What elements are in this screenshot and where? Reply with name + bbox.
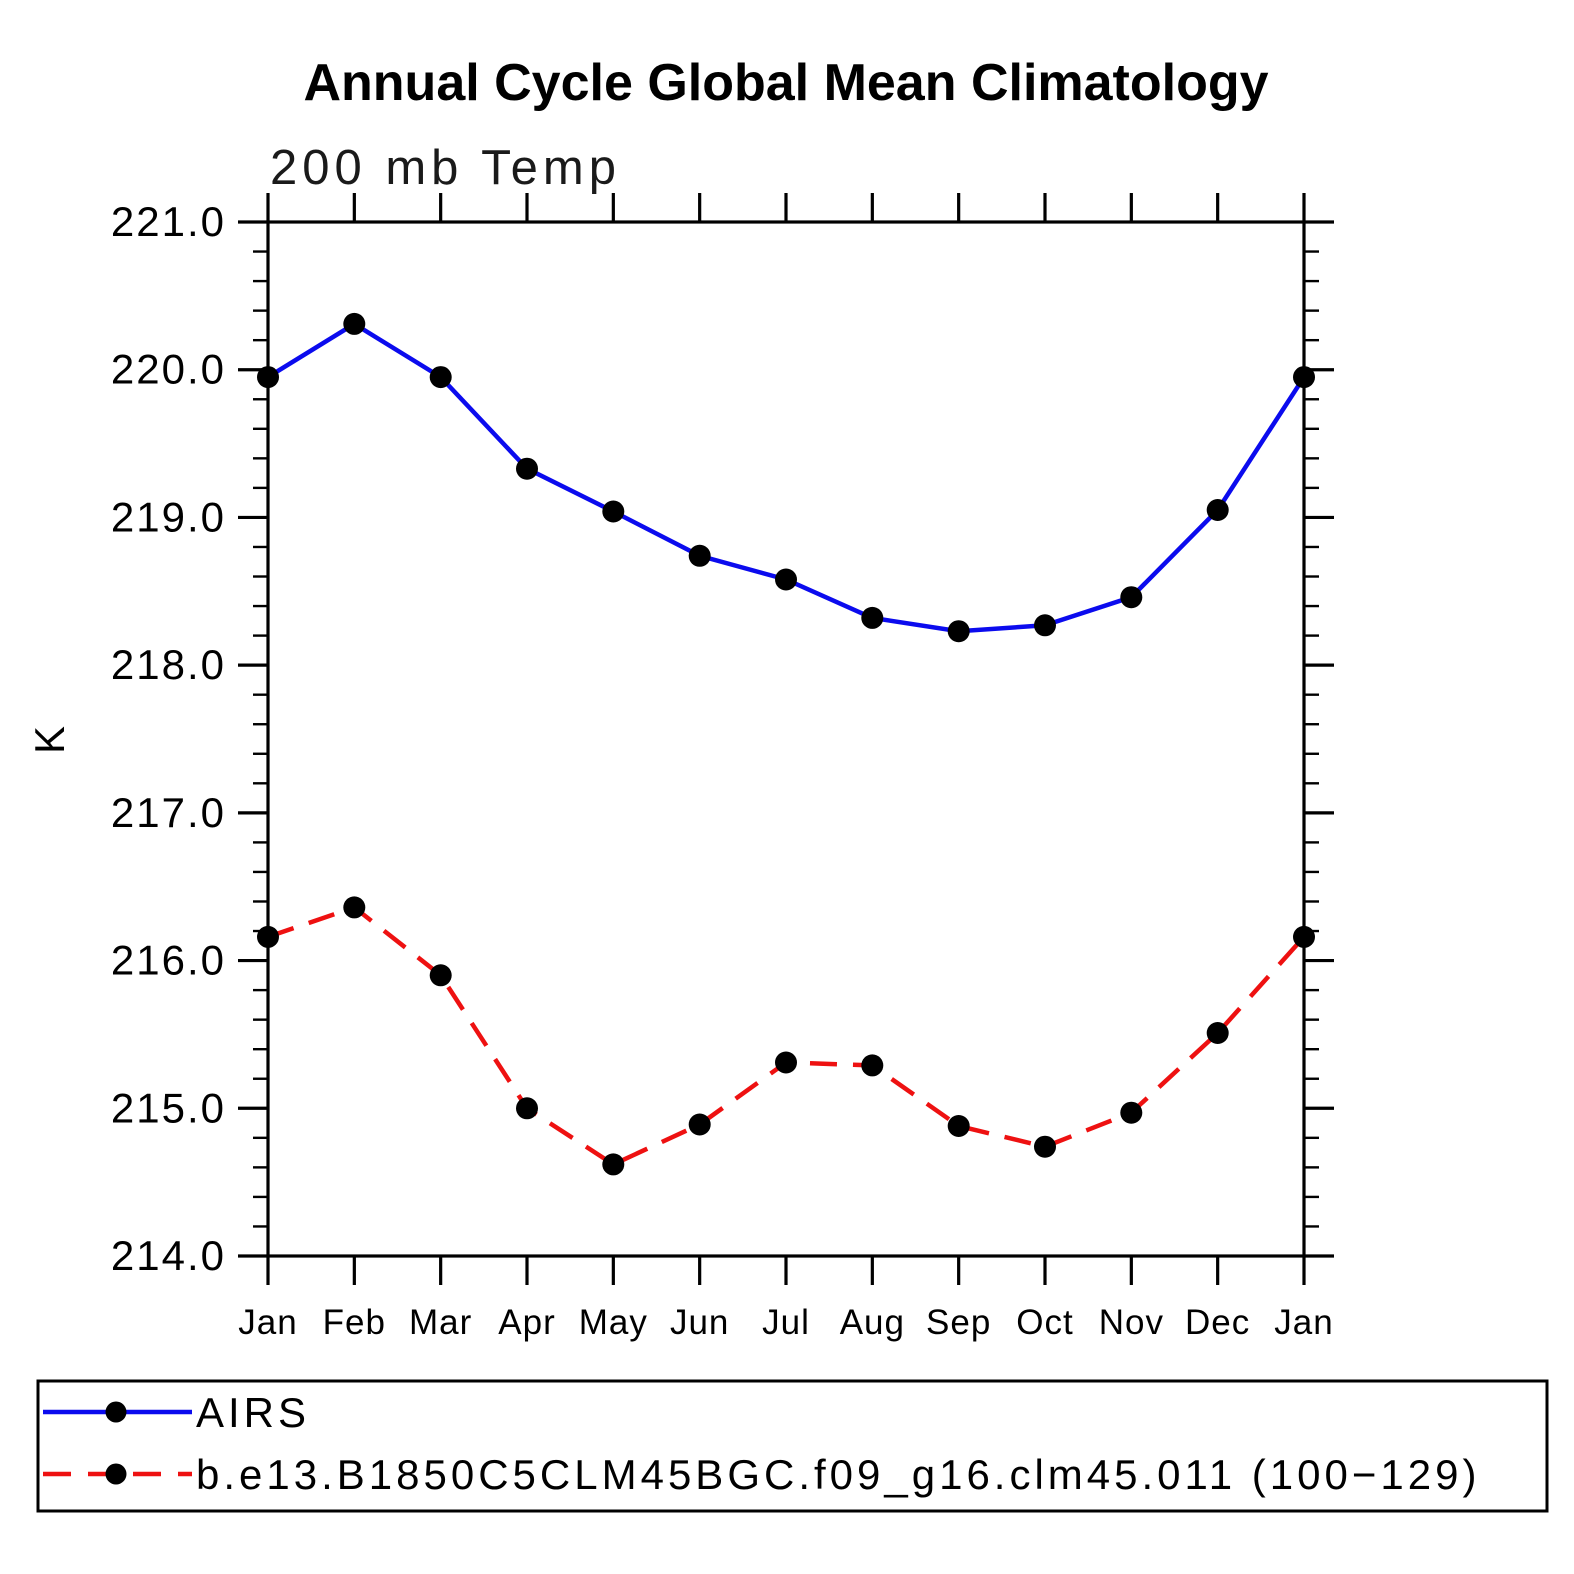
x-tick-label: Feb (323, 1303, 386, 1342)
x-tick-label: Dec (1185, 1303, 1250, 1342)
y-tick-label: 217.0 (111, 789, 226, 836)
data-point-marker (516, 1097, 538, 1120)
data-point-marker (861, 1054, 884, 1077)
legend-marker-icon (105, 1401, 127, 1423)
legend-item-airs: AIRS (43, 1389, 310, 1436)
data-point-marker (257, 925, 279, 948)
x-tick-label: Jul (762, 1303, 810, 1342)
x-tick-label: Nov (1099, 1303, 1164, 1342)
legend: AIRS b.e13.B1850C5CLM45BGC.f09_g16.clm45… (36, 1379, 1549, 1513)
x-tick-label: Aug (840, 1303, 905, 1342)
data-point-marker (516, 457, 538, 480)
chart-title: Annual Cycle Global Mean Climatology (303, 54, 1268, 112)
data-point-marker (947, 620, 970, 643)
y-tick-label: 218.0 (111, 641, 226, 688)
data-point-marker (257, 366, 279, 389)
data-point-marker (775, 568, 797, 591)
y-tick-label: 215.0 (111, 1084, 226, 1131)
x-tick-label: Jun (670, 1303, 729, 1342)
x-tick-label: Jan (238, 1303, 297, 1342)
x-tick-label: Apr (498, 1303, 555, 1342)
x-tick-label: May (579, 1303, 648, 1342)
data-point-marker (429, 964, 452, 987)
data-point-marker (1206, 499, 1229, 521)
data-point-marker (1206, 1022, 1229, 1044)
y-tick-label: 220.0 (111, 346, 226, 393)
data-point-marker (1293, 366, 1315, 389)
plot-box (266, 220, 1306, 1258)
data-point-marker (688, 544, 711, 567)
x-tick-label: Mar (409, 1303, 472, 1342)
y-tick-label: 214.0 (111, 1232, 226, 1279)
x-tick-label: Oct (1016, 1303, 1073, 1342)
y-tick-label: 216.0 (111, 937, 226, 984)
data-point-marker (1034, 614, 1056, 637)
data-point-marker (1120, 1101, 1143, 1124)
legend-item-model: b.e13.B1850C5CLM45BGC.f09_g16.clm45.011 … (43, 1451, 1480, 1498)
data-point-marker (343, 896, 366, 919)
data-point-marker (1293, 925, 1315, 948)
data-point-marker (602, 500, 625, 523)
data-point-marker (947, 1115, 970, 1137)
data-point-marker (861, 606, 884, 629)
legend-marker-icon (105, 1463, 127, 1485)
data-point-marker (343, 312, 366, 335)
plot-area: 221.0 220.0 219.0 218.0 217.0 216.0 215.0 214.0… (111, 193, 1334, 1342)
x-tick-label: Sep (926, 1303, 991, 1342)
x-tick-label: Jan (1274, 1303, 1333, 1342)
data-point-marker (602, 1153, 625, 1176)
legend-box (36, 1379, 1549, 1513)
data-point-marker (775, 1051, 797, 1074)
legend-label-model: b.e13.B1850C5CLM45BGC.f09_g16.clm45.011 … (196, 1451, 1480, 1498)
legend-label-airs: AIRS (196, 1389, 310, 1436)
data-point-marker (1120, 586, 1143, 609)
y-axis-label: K (26, 724, 73, 754)
chart-subtitle: 200 mb Temp (270, 141, 621, 195)
y-tick-label: 221.0 (111, 198, 226, 245)
series-line-model (267, 904, 1306, 1167)
data-point-marker (429, 366, 452, 389)
y-tick-label: 219.0 (111, 493, 226, 540)
data-point-marker (1034, 1135, 1056, 1158)
data-point-marker (688, 1113, 711, 1136)
